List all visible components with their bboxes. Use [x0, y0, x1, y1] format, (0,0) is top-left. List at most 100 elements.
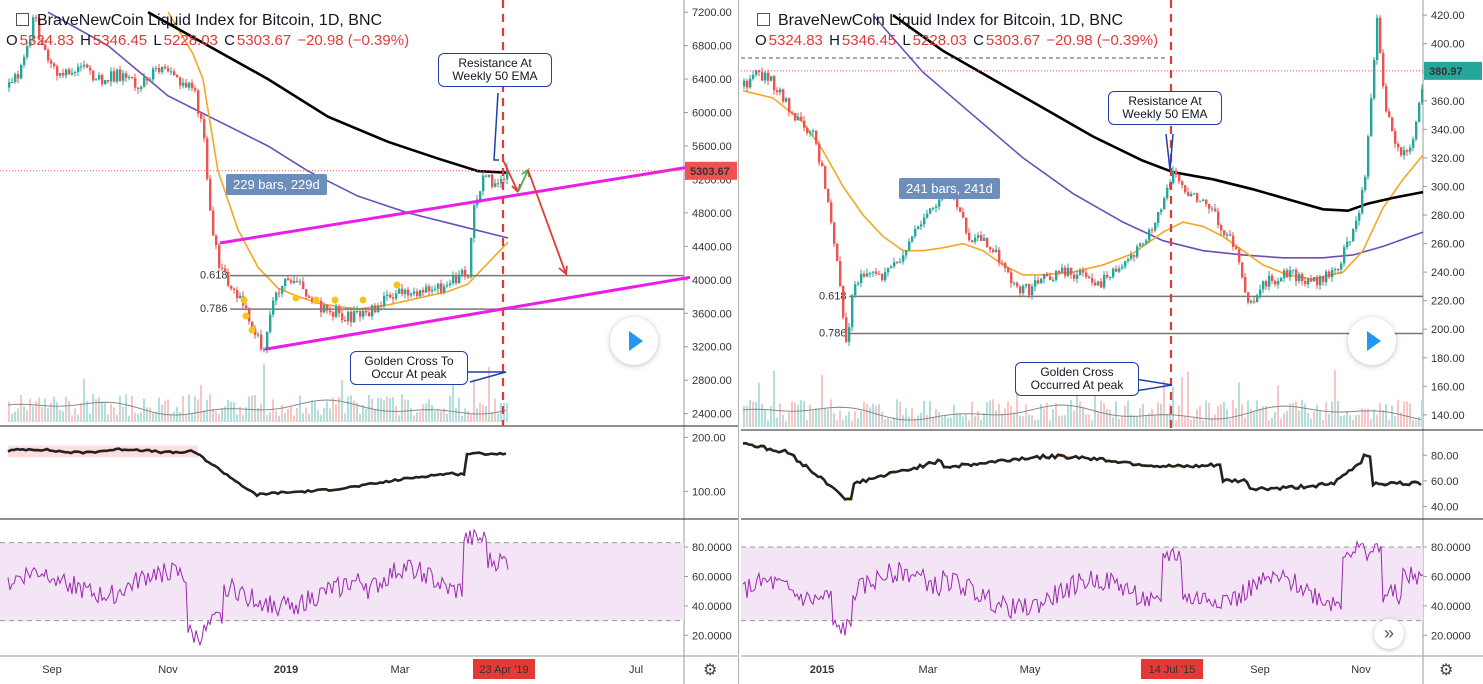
volume-bar	[1133, 415, 1135, 427]
candle-body	[1418, 102, 1421, 122]
volume-bar	[773, 370, 775, 427]
candle-body	[1082, 270, 1085, 273]
volume-bar	[188, 394, 190, 422]
volume-bar	[239, 407, 241, 422]
candle-body	[746, 80, 749, 88]
candle-body	[1352, 229, 1355, 242]
volume-bar	[1145, 415, 1147, 427]
volume-bar	[836, 420, 838, 427]
price-tick-label: 220.00	[1431, 296, 1465, 308]
candle-body	[854, 284, 857, 296]
candle-body	[104, 79, 107, 85]
channel-upper-line	[219, 165, 691, 245]
candle-body	[872, 271, 875, 273]
candle-body	[1334, 268, 1337, 270]
candle-body	[284, 278, 287, 286]
change-value: −20.98 (−0.39%)	[1046, 32, 1159, 49]
volume-bar	[1127, 400, 1129, 427]
candle-body	[344, 320, 347, 322]
play-icon[interactable]	[610, 317, 658, 365]
chart-canvas-left[interactable]: 7200.006800.006400.006000.005600.005200.…	[0, 0, 738, 684]
gear-icon[interactable]: ⚙	[1439, 662, 1454, 679]
volume-bar	[143, 398, 145, 422]
volume-bar	[1352, 419, 1354, 427]
expand-icon[interactable]	[757, 13, 770, 26]
volume-bar	[434, 411, 436, 422]
candle-body	[1208, 203, 1211, 209]
candle-body	[1115, 268, 1118, 272]
volume-bar	[950, 417, 952, 427]
candle-body	[1325, 271, 1328, 283]
chart-canvas-right[interactable]: 420.00400.00380.00360.00340.00320.00300.…	[741, 0, 1483, 684]
candle-body	[293, 280, 296, 283]
candle-body	[218, 245, 221, 268]
volume-bar	[1163, 380, 1165, 427]
indicator-tick-label: 40.00	[1431, 502, 1459, 514]
volume-bar	[752, 401, 754, 427]
gear-icon[interactable]: ⚙	[703, 662, 718, 679]
volume-bar	[812, 410, 814, 427]
candle-body	[191, 82, 194, 89]
volume-bar	[935, 409, 937, 427]
volume-bar	[1244, 418, 1246, 427]
volume-bar	[1247, 400, 1249, 427]
chart-title-text: BraveNewCoin Liquid Index for Bitcoin, 1…	[37, 12, 383, 29]
volume-bar	[1313, 411, 1315, 427]
sma-line	[47, 11, 509, 239]
play-icon[interactable]	[1348, 317, 1396, 365]
volume-bar	[1034, 420, 1036, 427]
candle-body	[1340, 263, 1343, 270]
rsi-tick-label: 40.0000	[692, 601, 732, 613]
expand-icon[interactable]	[16, 13, 29, 26]
candle-body	[1157, 211, 1160, 223]
volume-bar	[938, 412, 940, 427]
candle-body	[899, 261, 902, 263]
volume-bar	[260, 403, 262, 422]
time-tick-label: Nov	[1351, 664, 1371, 676]
volume-bar	[359, 414, 361, 422]
volume-bar	[1103, 403, 1105, 427]
time-tick-label: Jul	[629, 664, 643, 676]
volume-bar	[884, 419, 886, 427]
candle-body	[1067, 267, 1070, 276]
candle-body	[398, 288, 401, 294]
chart-panel-left[interactable]: 7200.00 6800.00 6400.00 6000.00 5600.00 5200.…	[0, 0, 739, 684]
candle-body	[1391, 117, 1394, 132]
chart-panel-right[interactable]: 420.00400.00380.00360.00340.00320.00300.…	[741, 0, 1483, 684]
double-chevron-icon[interactable]: »	[1374, 619, 1404, 649]
volume-bar	[350, 395, 352, 422]
ohlc-readout: O 5324.83 H 5346.45 L 5228.03 C 5303.67 −20.…	[755, 32, 1159, 49]
price-tick-label: 2400.00	[692, 409, 732, 421]
projection-arrow	[527, 169, 569, 277]
price-tick-label: 260.00	[1431, 239, 1465, 251]
candle-body	[962, 211, 965, 218]
volume-bar	[1403, 401, 1405, 427]
candle-body	[851, 295, 854, 328]
candle-body	[815, 130, 818, 144]
volume-bar	[326, 401, 328, 422]
candle-body	[416, 291, 419, 297]
candle-body	[1310, 278, 1313, 282]
candle-body	[1241, 262, 1244, 278]
volume-bar	[89, 413, 91, 422]
candle-body	[1121, 266, 1124, 269]
volume-bar	[419, 411, 421, 422]
candle-body	[338, 306, 341, 314]
price-tick-label: 360.00	[1431, 96, 1465, 108]
candle-body	[1394, 131, 1397, 144]
price-tick-label: 280.00	[1431, 210, 1465, 222]
candle-body	[1085, 272, 1088, 277]
candle-body	[785, 98, 788, 102]
candle-body	[503, 179, 506, 181]
candle-body	[410, 293, 413, 296]
close-value: 5303.67	[236, 32, 292, 49]
ema-200-line	[147, 11, 509, 175]
candle-body	[1277, 281, 1280, 285]
candle-body	[1415, 121, 1418, 140]
candle-body	[446, 284, 449, 287]
volume-bar	[881, 411, 883, 427]
candle-body	[1040, 279, 1043, 284]
volume-bar	[1073, 410, 1075, 427]
volume-bar	[137, 414, 139, 422]
volume-bar	[398, 415, 400, 422]
